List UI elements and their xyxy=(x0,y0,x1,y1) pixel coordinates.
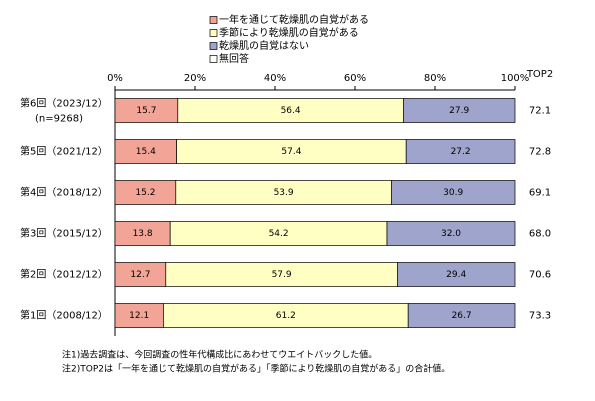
legend-swatch xyxy=(209,29,218,37)
legend-label: 季節により乾燥肌の自覚がある xyxy=(219,26,359,39)
legend-swatch xyxy=(209,55,218,63)
bar-segment xyxy=(169,221,388,246)
x-tick-label: 0% xyxy=(107,73,123,84)
legend-label: 一年を通じて乾燥肌の自覚がある xyxy=(219,13,369,26)
category-label: 第3回（2015/12） xyxy=(20,227,108,240)
note: 注1)過去調査は、今回調査の性年代構成比にあわせてウエイトバックした値。 xyxy=(62,349,377,361)
legend-label: 乾燥肌の自覚はない xyxy=(219,39,309,52)
value-label: 57.4 xyxy=(281,147,301,157)
bar-segment xyxy=(114,303,164,328)
value-label: 32.0 xyxy=(441,229,461,239)
bar-segment xyxy=(391,180,516,205)
bar-segment xyxy=(114,180,177,205)
top2-value: 73.3 xyxy=(529,311,551,322)
bar-segment xyxy=(175,180,392,205)
x-tick-label: 20% xyxy=(184,73,206,84)
value-label: 30.9 xyxy=(443,188,463,198)
value-label: 56.4 xyxy=(281,106,301,116)
category-sublabel: (n=9268) xyxy=(35,114,83,125)
top2-value: 69.1 xyxy=(529,188,551,199)
legend-swatch xyxy=(209,42,218,50)
value-label: 12.1 xyxy=(129,311,149,321)
x-tick-label: 80% xyxy=(424,73,446,84)
category-label: 第1回（2008/12） xyxy=(20,309,108,322)
top2-title: TOP2 xyxy=(526,69,553,80)
value-label: 26.7 xyxy=(452,311,472,321)
top2-value: 72.1 xyxy=(529,106,551,117)
bar-segment xyxy=(397,262,516,287)
category-label: 第6回（2023/12） xyxy=(20,97,108,110)
value-label: 15.2 xyxy=(135,188,155,198)
value-label: 27.9 xyxy=(449,106,469,116)
value-label: 12.7 xyxy=(130,270,150,280)
top2-value: 72.8 xyxy=(529,147,551,158)
bar-segment xyxy=(165,262,398,287)
bar-segment xyxy=(177,98,404,123)
legend-label: 無回答 xyxy=(219,52,249,65)
bar-segment xyxy=(407,303,516,328)
bar-segment xyxy=(114,98,179,123)
category-label: 第4回（2018/12） xyxy=(20,186,108,199)
bar-segment xyxy=(163,303,409,328)
value-label: 54.2 xyxy=(269,229,289,239)
value-label: 29.4 xyxy=(446,270,466,280)
top2-value: 68.0 xyxy=(529,229,551,240)
note: 注2)TOP2は「一年を通じて乾燥肌の自覚がある」「季節により乾燥肌の自覚がある… xyxy=(62,363,450,375)
legend-swatch xyxy=(209,16,218,24)
value-label: 13.8 xyxy=(133,229,153,239)
category-label: 第5回（2021/12） xyxy=(20,145,108,158)
x-tick-label: 40% xyxy=(264,73,286,84)
value-label: 61.2 xyxy=(276,311,296,321)
value-label: 15.7 xyxy=(136,106,156,116)
category-label: 第2回（2012/12） xyxy=(20,268,108,281)
value-label: 57.9 xyxy=(272,270,292,280)
x-tick-label: 100% xyxy=(501,73,530,84)
bar-segment xyxy=(403,98,516,123)
value-label: 27.2 xyxy=(451,147,471,157)
value-label: 15.4 xyxy=(136,147,156,157)
x-tick-label: 60% xyxy=(344,73,366,84)
top2-value: 70.6 xyxy=(529,270,551,281)
bar-segment xyxy=(114,262,167,287)
value-label: 53.9 xyxy=(274,188,294,198)
bar-segment xyxy=(386,221,516,246)
bar-segment xyxy=(405,139,516,164)
